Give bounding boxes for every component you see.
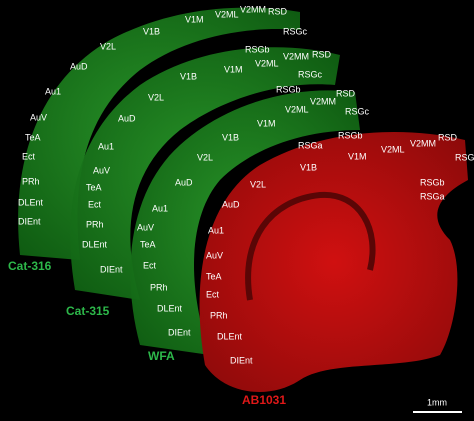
region-label: AuV (93, 165, 110, 175)
region-label: DLEnt (157, 303, 183, 313)
region-label: RSD (336, 88, 356, 98)
region-label: AuV (137, 222, 154, 232)
region-label: V1M (185, 14, 204, 24)
region-label: DLEnt (82, 239, 108, 249)
region-label: AuD (70, 61, 88, 71)
region-label: V1M (224, 64, 243, 74)
region-label: V1B (222, 132, 239, 142)
region-label: RSGb (276, 84, 301, 94)
region-label: PRh (22, 176, 40, 186)
region-label: DIEnt (168, 327, 191, 337)
region-label: Ect (143, 260, 157, 270)
region-label: V1B (300, 162, 317, 172)
stain-label: AB1031 (242, 393, 286, 407)
region-label: PRh (150, 282, 168, 292)
region-label: DLEnt (18, 197, 44, 207)
region-label: Ect (22, 151, 36, 161)
stain-label: Cat-315 (66, 304, 110, 318)
region-label: V2MM (310, 96, 336, 106)
region-label: Au1 (208, 225, 224, 235)
region-label: RSD (268, 6, 288, 16)
region-label: RSGc (283, 26, 308, 36)
scale-bar-label: 1mm (427, 397, 447, 407)
region-label: RSGb (420, 177, 445, 187)
stain-label: WFA (148, 349, 175, 363)
region-label: RSD (438, 132, 458, 142)
region-label: V2ML (255, 58, 279, 68)
region-label: DLEnt (217, 331, 243, 341)
region-label: V2ML (285, 104, 309, 114)
region-label: TeA (25, 132, 41, 142)
region-label: DIEnt (100, 264, 123, 274)
region-label: V2ML (381, 144, 405, 154)
region-label: V2L (250, 179, 266, 189)
region-label: DIEnt (230, 355, 253, 365)
region-label: AuV (206, 250, 223, 260)
region-label: V2L (148, 92, 164, 102)
region-label: TeA (140, 239, 156, 249)
region-label: Au1 (98, 141, 114, 151)
region-label: V1B (180, 71, 197, 81)
region-label: DIEnt (18, 216, 41, 226)
region-label: V1M (257, 118, 276, 128)
hippocampus (245, 191, 376, 301)
region-label: PRh (86, 219, 104, 229)
region-label: V2MM (240, 4, 266, 14)
region-label: Au1 (45, 86, 61, 96)
region-label: V1M (348, 151, 367, 161)
region-label: V2MM (410, 138, 436, 148)
section-1 (18, 7, 300, 260)
region-label: RSGc (455, 152, 474, 162)
region-label: Ect (206, 289, 220, 299)
section-4 (199, 132, 469, 392)
region-label: RSD (312, 49, 332, 59)
region-label: AuD (118, 113, 136, 123)
region-label: V2ML (215, 9, 239, 19)
region-label: PRh (210, 310, 228, 320)
region-label: TeA (86, 182, 102, 192)
region-label: AuD (222, 199, 240, 209)
region-label: Au1 (152, 203, 168, 213)
region-label: RSGb (338, 130, 363, 140)
region-label: AuD (175, 177, 193, 187)
section-2 (70, 47, 340, 300)
region-label: RSGb (245, 44, 270, 54)
region-label: AuV (30, 112, 47, 122)
region-label: RSGa (420, 191, 445, 201)
region-label: Ect (88, 199, 102, 209)
region-label: RSGc (345, 106, 370, 116)
region-label: RSGa (298, 140, 323, 150)
section-3 (130, 90, 360, 355)
region-label: TeA (206, 271, 222, 281)
region-label: RSGc (298, 69, 323, 79)
region-label: V2MM (283, 51, 309, 61)
stain-label: Cat-316 (8, 259, 52, 273)
region-label: V2L (197, 152, 213, 162)
region-label: V2L (100, 41, 116, 51)
region-label: V1B (143, 26, 160, 36)
